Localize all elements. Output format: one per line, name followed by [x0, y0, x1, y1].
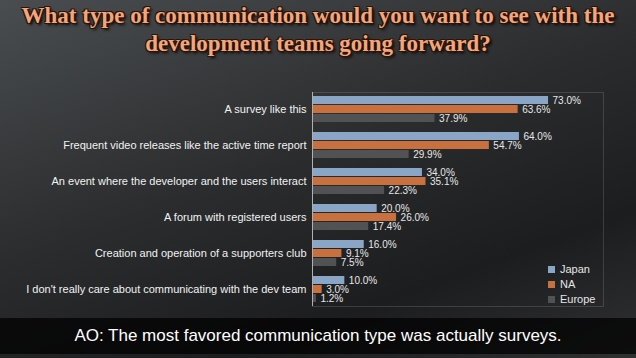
svg-text:22.3%: 22.3%: [389, 185, 417, 196]
svg-text:An event where the developer a: An event where the developer and the use…: [52, 175, 307, 187]
svg-text:10.0%: 10.0%: [349, 275, 377, 286]
svg-text:I don't really care about comm: I don't really care about communicating …: [26, 283, 306, 295]
html-text:Japan: Japan: [560, 263, 590, 275]
html-text:Europe: Europe: [560, 293, 596, 305]
svg-text:17.4%: 17.4%: [373, 221, 401, 232]
svg-text:3.0%: 3.0%: [326, 283, 349, 295]
svg-text:29.9%: 29.9%: [413, 149, 441, 160]
svg-text:37.9%: 37.9%: [439, 113, 467, 124]
svg-text:54.7%: 54.7%: [493, 140, 521, 151]
svg-text:64.0%: 64.0%: [523, 131, 551, 142]
html-text:NA: NA: [560, 278, 576, 290]
svg-text:1.2%: 1.2%: [320, 293, 343, 304]
svg-text:34.0%: 34.0%: [426, 166, 455, 178]
svg-text:35.1%: 35.1%: [430, 176, 458, 187]
svg-text:26.0%: 26.0%: [401, 212, 429, 223]
svg-text:Creation and operation of a su: Creation and operation of a supporters c…: [95, 247, 307, 259]
svg-text:Frequent video releases like t: Frequent video releases like the active …: [63, 139, 306, 151]
svg-text:A survey like this: A survey like this: [225, 103, 307, 115]
html-text:What type of communication wou: What type of communication would you wan…: [21, 3, 615, 56]
svg-text:73.0%: 73.0%: [553, 95, 581, 106]
html-text:AO: The most favored communica: AO: The most favored communication type …: [74, 326, 562, 345]
svg-text:16.0%: 16.0%: [368, 239, 396, 250]
svg-text:9.1%: 9.1%: [345, 247, 369, 259]
svg-text:63.6%: 63.6%: [522, 104, 550, 115]
svg-text:A forum with registered users: A forum with registered users: [164, 211, 307, 223]
svg-text:7.5%: 7.5%: [341, 257, 364, 268]
svg-text:20.0%: 20.0%: [381, 202, 410, 214]
